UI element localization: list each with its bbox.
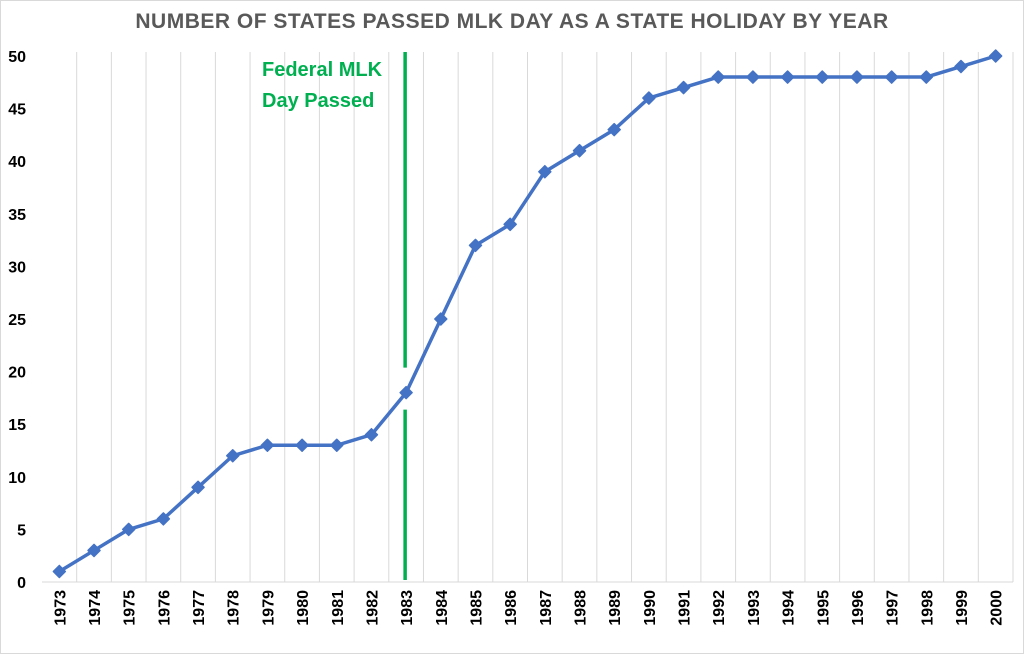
chart-title: NUMBER OF STATES PASSED MLK DAY AS A STA… — [135, 10, 889, 33]
data-point — [884, 70, 899, 84]
x-tick-label: 1988 — [573, 590, 590, 626]
data-point — [572, 143, 587, 158]
data-point — [746, 70, 760, 84]
data-point — [87, 543, 101, 558]
x-tick-label: 1979 — [260, 590, 277, 626]
data-point — [919, 70, 934, 84]
annotation-text: Federal MLK — [262, 59, 383, 81]
y-tick-label: 10 — [8, 470, 26, 487]
data-point — [954, 59, 968, 74]
x-tick-label: 1985 — [468, 590, 485, 626]
y-tick-label: 40 — [8, 154, 26, 171]
y-tick-label: 5 — [17, 522, 26, 539]
x-tick-label: 1982 — [364, 590, 381, 626]
data-point — [364, 427, 379, 442]
y-tick-label: 30 — [8, 259, 26, 276]
data-point — [711, 70, 725, 84]
x-tick-label: 1983 — [399, 590, 416, 626]
data-point — [156, 512, 171, 526]
x-tick-label: 2000 — [989, 590, 1006, 626]
annotation-text: Day Passed — [262, 90, 374, 112]
data-point — [52, 564, 67, 579]
y-tick-label: 15 — [8, 417, 26, 434]
x-tick-label: 1986 — [503, 590, 520, 626]
y-tick-label: 35 — [8, 207, 26, 224]
data-point — [121, 522, 136, 537]
x-tick-label: 1975 — [122, 590, 139, 626]
y-tick-label: 45 — [8, 102, 26, 119]
data-point — [468, 238, 483, 253]
data-point — [815, 70, 830, 84]
x-tick-label: 1973 — [52, 590, 69, 626]
data-point — [191, 480, 205, 495]
data-point — [503, 217, 517, 232]
y-tick-label: 20 — [8, 365, 26, 382]
series-line — [58, 54, 997, 573]
x-tick-label: 1976 — [156, 590, 173, 626]
x-tick-label: 1993 — [746, 590, 763, 626]
data-point — [676, 80, 691, 95]
data-point — [295, 438, 309, 452]
data-point — [399, 385, 413, 400]
data-point — [260, 438, 275, 452]
data-point — [607, 122, 621, 137]
data-point — [780, 70, 795, 84]
data-point — [434, 312, 448, 326]
x-tick-label: 1989 — [607, 590, 624, 626]
x-tick-label: 1992 — [711, 590, 728, 626]
data-point — [225, 449, 240, 463]
data-point — [850, 70, 864, 84]
x-tick-label: 1978 — [226, 590, 243, 626]
x-tick-label: 1977 — [191, 590, 208, 626]
x-tick-label: 1997 — [885, 590, 902, 626]
x-tick-label: 1999 — [954, 590, 971, 626]
x-tick-label: 1995 — [815, 590, 832, 626]
data-point — [988, 49, 1003, 63]
x-tick-label: 1998 — [919, 590, 936, 626]
x-tick-label: 1990 — [642, 590, 659, 626]
x-tick-label: 1974 — [87, 590, 104, 626]
y-tick-label: 0 — [17, 575, 26, 592]
data-point — [538, 164, 552, 179]
y-tick-label: 50 — [8, 49, 26, 66]
x-tick-label: 1984 — [434, 590, 451, 626]
x-tick-label: 1981 — [330, 590, 347, 626]
x-tick-label: 1996 — [850, 590, 867, 626]
y-tick-label: 25 — [8, 312, 26, 329]
data-point — [642, 91, 656, 105]
x-tick-label: 1991 — [677, 590, 694, 626]
x-tick-label: 1987 — [538, 590, 555, 626]
x-tick-label: 1980 — [295, 590, 312, 626]
data-point — [330, 438, 344, 452]
x-tick-label: 1994 — [781, 590, 798, 626]
